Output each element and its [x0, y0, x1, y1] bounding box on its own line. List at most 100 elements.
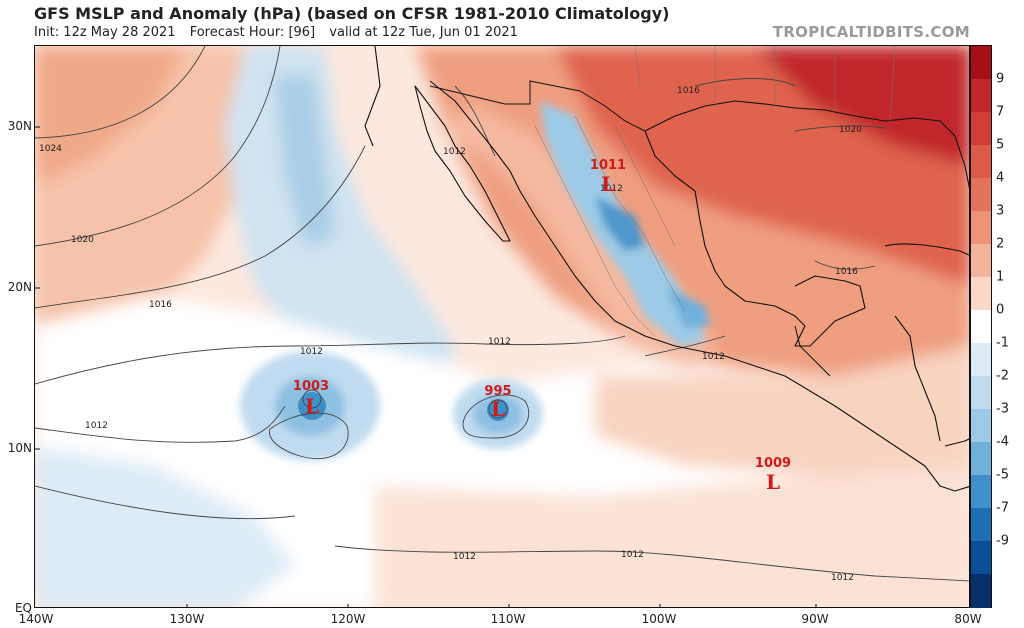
isobar-1012-south-west — [35, 485, 296, 520]
lon-label: 120W — [330, 612, 366, 626]
colorbar-label: 4 — [996, 170, 1005, 186]
isobar-label: 1012 — [85, 421, 108, 431]
anomaly-sw-negative — [35, 446, 295, 607]
guatemala-border — [794, 325, 831, 377]
mexico-states-a — [534, 125, 656, 337]
isobar-1012-south — [334, 545, 969, 582]
state-borders — [534, 46, 896, 337]
colorbar-segment — [971, 343, 991, 377]
low-value: 995 — [484, 384, 511, 399]
isobar-label: 1012 — [443, 147, 466, 157]
colorbar-label: 5 — [996, 137, 1005, 153]
isobar-west-low — [269, 412, 349, 460]
lat-label: 10N — [7, 441, 32, 455]
us-mexico-border — [429, 80, 581, 105]
isobar-1012-baja — [454, 85, 496, 157]
coastlines — [364, 46, 969, 492]
map-subtitle: Init: 12z May 28 2021 Forecast Hour: [96… — [34, 25, 528, 40]
colorbar-label: 9 — [996, 71, 1005, 87]
lon-label: 90W — [801, 612, 829, 626]
anomaly-shading — [35, 46, 969, 607]
low-value: 1003 — [293, 379, 329, 394]
anomaly-mexico-trough-core — [595, 196, 645, 251]
colorbar-segment — [971, 475, 991, 509]
anomaly-nw-positive — [35, 46, 185, 186]
isobar-central-low — [462, 394, 530, 439]
colorbar — [970, 45, 992, 608]
lat-label: 30N — [7, 119, 32, 133]
anomaly-us-max — [755, 46, 969, 166]
lon-label: 130W — [169, 612, 205, 626]
low-symbol: L — [305, 394, 319, 418]
anomaly-mexico-trough-south — [665, 286, 710, 328]
isobar-label: 1016 — [149, 300, 172, 310]
isobar-label: 1012 — [831, 573, 854, 583]
colorbar-label: 7 — [996, 104, 1005, 120]
colorbar-label: -9 — [996, 533, 1009, 549]
colorbar-segment — [971, 409, 991, 443]
low-value: 1011 — [590, 158, 626, 173]
panama-coast — [944, 438, 969, 447]
central-america-coast — [909, 455, 969, 492]
low-value: 1009 — [755, 456, 791, 471]
anomaly-central-low-core — [487, 399, 509, 421]
valid-time: valid at 12z Tue, Jun 01 2021 — [329, 25, 518, 40]
yucatan-north — [794, 275, 846, 287]
colorbar-segment — [971, 244, 991, 278]
map-panel: 1024 1020 1016 1012 1012 1012 1012 1012 … — [34, 45, 970, 608]
colorbar-segment — [971, 46, 991, 80]
isobar-label: 1012 — [702, 352, 725, 362]
lon-label: 140W — [18, 612, 54, 626]
isobar-label: 1016 — [677, 86, 700, 96]
isobar-label: 1020 — [71, 235, 94, 245]
map-canvas: 1024 1020 1016 1012 1012 1012 1012 1012 … — [35, 46, 969, 607]
colorbar-segment — [971, 145, 991, 179]
lat-label: EQ — [14, 601, 32, 615]
baja-california — [414, 85, 511, 242]
isobar-label: 1012 — [300, 347, 323, 357]
mexico-states-c — [614, 125, 676, 247]
country-borders — [429, 80, 831, 377]
caribbean-coast-central-america — [894, 315, 941, 442]
lon-label: 110W — [490, 612, 526, 626]
gulf-coast-mexico — [644, 130, 866, 347]
isobar-1020 — [35, 46, 281, 247]
colorbar-label: -5 — [996, 467, 1009, 483]
colorbar-segment — [971, 178, 991, 212]
us-state-lines — [634, 46, 896, 122]
isobar-1016-yucatan — [814, 260, 876, 270]
init-time: Init: 12z May 28 2021 — [34, 25, 176, 40]
isobar-label: 1012 — [488, 337, 511, 347]
colorbar-segment — [971, 574, 991, 608]
colorbar-label: 1 — [996, 269, 1005, 285]
colorbar-segment — [971, 442, 991, 476]
isobar-central-low-inner — [488, 399, 508, 419]
axis-ticks — [35, 126, 817, 607]
isobar-1016-west — [35, 145, 366, 309]
colorbar-segment — [971, 112, 991, 146]
low-symbol: L — [766, 470, 780, 494]
colorbar-segment — [971, 508, 991, 542]
gulf-coast-us — [644, 100, 969, 189]
lat-label: 20N — [7, 280, 32, 294]
colorbar-segment — [971, 79, 991, 113]
map-title: GFS MSLP and Anomaly (hPa) (based on CFS… — [34, 4, 670, 23]
anomaly-ridge-core — [275, 76, 335, 246]
mexico-states-b — [574, 115, 686, 312]
isobar-west-low-inner — [302, 389, 322, 409]
california-coast — [364, 46, 381, 147]
colorbar-label: 3 — [996, 203, 1005, 219]
isobar-1020-gulf — [794, 125, 886, 132]
isobar-1016-texas — [694, 78, 796, 87]
gulf-of-california-east — [429, 80, 521, 192]
isobar-label: 1012 — [621, 550, 644, 560]
forecast-hour: Forecast Hour: [96] — [189, 25, 316, 40]
colorbar-segment — [971, 541, 991, 575]
low-markers: 1003 L 995 L 1011 L 1009 L — [293, 158, 791, 494]
colorbar-label: -4 — [996, 434, 1009, 450]
pacific-coast-mexico — [519, 190, 911, 457]
colorbar-segment — [971, 376, 991, 410]
isobar-lines — [35, 46, 969, 582]
cuba — [884, 243, 969, 256]
colorbar-label: -3 — [996, 401, 1009, 417]
